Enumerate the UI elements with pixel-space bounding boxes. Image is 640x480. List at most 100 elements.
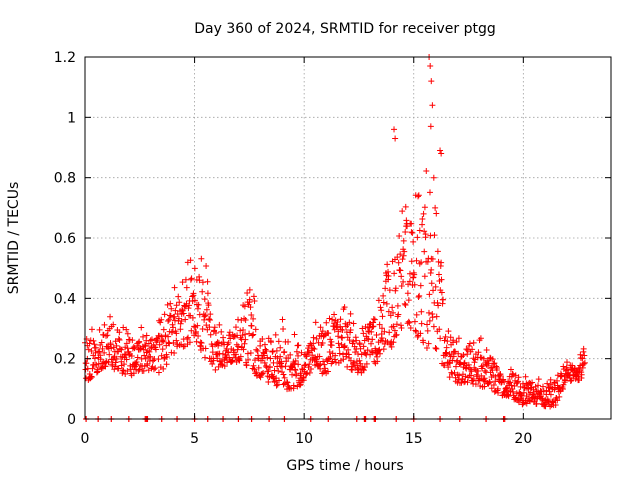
data-point xyxy=(275,368,282,375)
data-point xyxy=(186,339,193,346)
data-point xyxy=(86,340,93,347)
data-point xyxy=(327,354,334,361)
data-point xyxy=(334,318,341,325)
data-point xyxy=(413,328,420,335)
data-point xyxy=(399,256,406,263)
data-point xyxy=(277,353,284,360)
data-point xyxy=(390,309,397,316)
data-point xyxy=(121,361,128,368)
data-point xyxy=(180,310,187,317)
data-point xyxy=(452,363,459,370)
data-point xyxy=(353,337,360,344)
data-point xyxy=(334,324,341,331)
data-point xyxy=(306,369,313,376)
data-point xyxy=(161,311,168,318)
data-point xyxy=(433,313,440,320)
data-point xyxy=(156,341,163,348)
data-point xyxy=(424,321,431,328)
data-point xyxy=(242,336,249,343)
data-point xyxy=(171,313,178,320)
data-point xyxy=(380,292,387,299)
data-point xyxy=(399,208,406,215)
data-point xyxy=(544,397,551,404)
data-point xyxy=(145,340,152,347)
data-point xyxy=(225,349,232,356)
data-point xyxy=(242,316,249,323)
data-point xyxy=(466,343,473,350)
data-point xyxy=(294,383,301,390)
x-tick-label: 15 xyxy=(405,431,423,447)
data-point xyxy=(88,326,95,333)
data-point xyxy=(134,354,141,361)
data-point xyxy=(179,279,186,286)
data-point xyxy=(326,355,333,362)
data-point xyxy=(295,361,302,368)
y-tick-label: 0 xyxy=(67,412,76,428)
data-point xyxy=(189,314,196,321)
data-point xyxy=(220,334,227,341)
data-point xyxy=(378,307,385,314)
data-point xyxy=(85,346,92,353)
data-point xyxy=(211,324,218,331)
data-point xyxy=(217,360,224,367)
data-point xyxy=(444,338,451,345)
data-point xyxy=(354,362,361,369)
data-point xyxy=(241,303,248,310)
y-axis-label: SRMTID / TECUs xyxy=(6,182,22,295)
data-point xyxy=(547,391,554,398)
data-point xyxy=(535,382,542,389)
data-point xyxy=(376,321,383,328)
data-point xyxy=(476,377,483,384)
data-point xyxy=(424,327,431,334)
data-point xyxy=(158,316,165,323)
data-point xyxy=(250,315,257,322)
data-point xyxy=(554,397,561,404)
data-point xyxy=(415,192,422,199)
data-point xyxy=(407,324,414,331)
x-tick-label: 10 xyxy=(295,431,313,447)
data-point xyxy=(515,378,522,385)
data-point xyxy=(539,383,546,390)
data-point xyxy=(339,334,346,341)
data-point xyxy=(356,341,363,348)
data-point xyxy=(417,282,424,289)
data-point xyxy=(248,311,255,318)
data-point xyxy=(435,302,442,309)
data-point xyxy=(107,313,114,320)
data-point xyxy=(325,330,332,337)
data-point xyxy=(152,365,159,372)
data-point xyxy=(138,324,145,331)
data-point xyxy=(418,320,425,327)
data-point xyxy=(458,379,465,386)
data-point xyxy=(393,321,400,328)
data-point xyxy=(323,319,330,326)
data-point xyxy=(414,333,421,340)
data-point xyxy=(203,263,210,270)
data-point xyxy=(433,345,440,352)
data-point xyxy=(409,229,416,236)
data-point xyxy=(547,376,554,383)
data-point xyxy=(250,362,257,369)
data-point xyxy=(295,352,302,359)
data-point xyxy=(402,228,409,235)
data-point xyxy=(296,382,303,389)
data-point xyxy=(123,326,130,333)
data-point xyxy=(416,260,423,267)
data-point xyxy=(341,342,348,349)
data-point xyxy=(507,379,514,386)
data-point xyxy=(374,358,381,365)
data-point xyxy=(116,337,123,344)
data-point xyxy=(190,290,197,297)
data-point xyxy=(175,293,182,300)
data-point xyxy=(362,350,369,357)
data-point xyxy=(468,372,475,379)
data-point xyxy=(99,345,106,352)
data-point xyxy=(98,365,105,372)
y-tick-label: 0.4 xyxy=(54,291,76,307)
data-point xyxy=(229,357,236,364)
data-point xyxy=(88,373,95,380)
data-point xyxy=(426,291,433,298)
y-tick-label: 1 xyxy=(67,110,76,126)
data-point xyxy=(199,326,206,333)
data-point xyxy=(259,370,266,377)
